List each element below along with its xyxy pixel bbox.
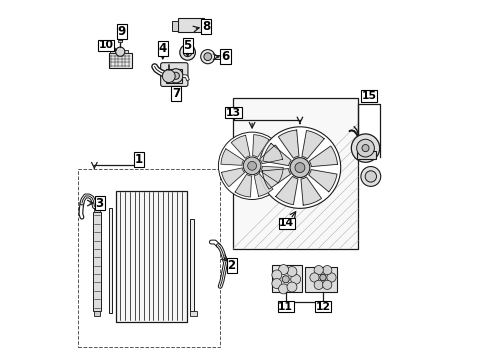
- Circle shape: [172, 72, 179, 79]
- Text: 9: 9: [118, 25, 126, 39]
- Circle shape: [361, 167, 381, 186]
- Bar: [172, 21, 178, 31]
- Bar: [78, 169, 220, 347]
- Text: 13: 13: [226, 108, 241, 118]
- Bar: [122, 50, 128, 54]
- Bar: [305, 267, 337, 292]
- Bar: [109, 54, 132, 68]
- Text: 7: 7: [172, 87, 180, 100]
- Text: 3: 3: [96, 197, 104, 210]
- Bar: [93, 212, 101, 311]
- Circle shape: [295, 163, 305, 172]
- Text: 5: 5: [183, 39, 192, 52]
- Polygon shape: [221, 149, 244, 165]
- Text: 11: 11: [278, 302, 293, 311]
- Circle shape: [180, 45, 196, 60]
- Bar: [118, 40, 122, 42]
- Text: 8: 8: [202, 21, 210, 33]
- Text: 10: 10: [98, 40, 114, 50]
- Polygon shape: [302, 130, 324, 159]
- Circle shape: [291, 274, 301, 284]
- Circle shape: [287, 282, 297, 292]
- Circle shape: [287, 266, 297, 276]
- Polygon shape: [301, 177, 321, 205]
- Bar: [110, 50, 116, 54]
- Polygon shape: [221, 168, 245, 187]
- Bar: [357, 150, 376, 159]
- Circle shape: [272, 270, 282, 280]
- Text: 15: 15: [362, 91, 376, 101]
- Circle shape: [351, 134, 380, 162]
- Circle shape: [279, 265, 289, 275]
- Text: 6: 6: [221, 50, 230, 63]
- Circle shape: [169, 69, 183, 83]
- Bar: [95, 207, 99, 212]
- Circle shape: [279, 284, 289, 294]
- Circle shape: [116, 47, 125, 56]
- Bar: [190, 311, 197, 316]
- Circle shape: [259, 127, 341, 208]
- Circle shape: [204, 53, 212, 60]
- Text: 2: 2: [227, 258, 236, 271]
- Bar: [95, 311, 99, 316]
- Bar: [214, 54, 220, 59]
- Text: 12: 12: [316, 302, 331, 311]
- Polygon shape: [263, 143, 291, 166]
- Circle shape: [162, 70, 175, 82]
- Polygon shape: [260, 145, 283, 164]
- Bar: [116, 191, 187, 322]
- Circle shape: [314, 280, 323, 289]
- Text: 4: 4: [159, 42, 167, 55]
- Bar: [233, 99, 358, 249]
- Polygon shape: [254, 174, 273, 196]
- Bar: [178, 18, 204, 32]
- Polygon shape: [235, 174, 251, 197]
- Bar: [190, 219, 195, 311]
- Circle shape: [314, 265, 323, 275]
- Polygon shape: [253, 135, 269, 157]
- Circle shape: [322, 280, 332, 289]
- Circle shape: [201, 50, 215, 64]
- Circle shape: [243, 157, 261, 175]
- Circle shape: [320, 274, 326, 281]
- Polygon shape: [309, 146, 338, 167]
- FancyBboxPatch shape: [161, 63, 188, 86]
- Circle shape: [365, 171, 376, 182]
- Circle shape: [290, 158, 310, 177]
- Polygon shape: [309, 170, 337, 192]
- Circle shape: [282, 276, 289, 283]
- Circle shape: [357, 139, 374, 157]
- Circle shape: [247, 161, 257, 170]
- Circle shape: [327, 273, 336, 282]
- Bar: [109, 208, 112, 313]
- Circle shape: [322, 265, 332, 275]
- Bar: [271, 265, 302, 292]
- Text: 1: 1: [135, 153, 143, 166]
- Bar: [166, 69, 182, 82]
- Polygon shape: [231, 135, 250, 158]
- Circle shape: [362, 145, 369, 152]
- Circle shape: [272, 279, 282, 288]
- Circle shape: [219, 132, 286, 199]
- Polygon shape: [276, 176, 298, 205]
- Polygon shape: [278, 130, 299, 158]
- Circle shape: [310, 273, 319, 282]
- Circle shape: [183, 48, 192, 57]
- Polygon shape: [263, 168, 291, 189]
- Polygon shape: [261, 166, 283, 183]
- Text: 14: 14: [279, 218, 294, 228]
